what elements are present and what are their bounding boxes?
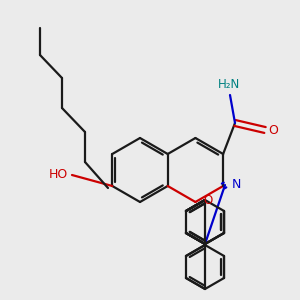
Text: HO: HO bbox=[49, 169, 68, 182]
Text: O: O bbox=[203, 194, 212, 207]
Text: H₂N: H₂N bbox=[218, 78, 241, 92]
Text: N: N bbox=[232, 178, 241, 190]
Text: O: O bbox=[268, 124, 278, 136]
